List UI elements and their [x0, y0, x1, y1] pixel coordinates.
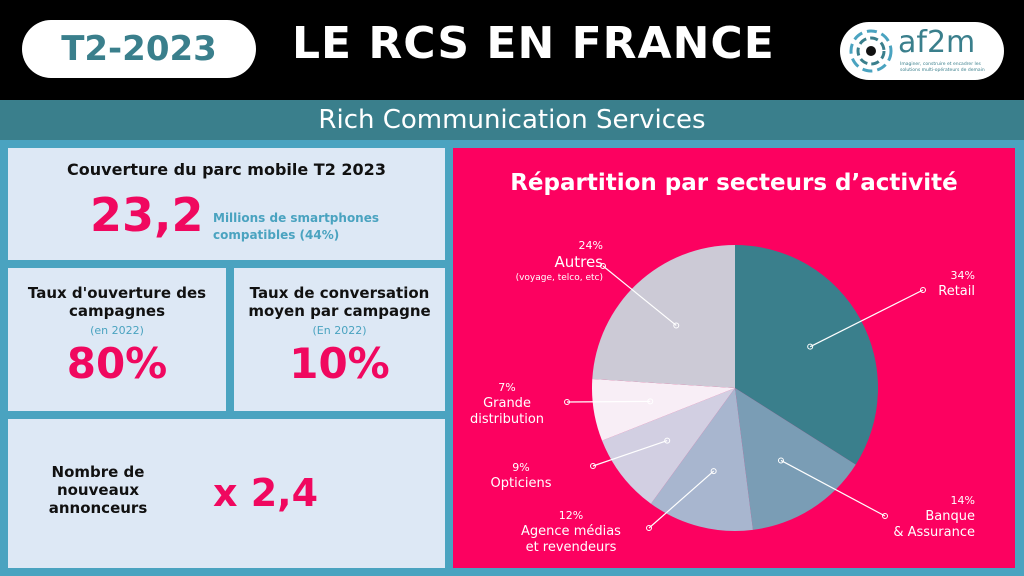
- leader-dot: [590, 463, 596, 469]
- advertisers-label: annonceurs: [48, 499, 148, 517]
- pie-slice-grande-distribution: [592, 379, 735, 441]
- coverage-caption: Millions de smartphones: [213, 211, 380, 225]
- pie-slice-banque-assurance: [735, 388, 856, 530]
- coverage-card: Couverture du parc mobile T2 2023 23,2 M…: [8, 148, 445, 260]
- pie-slice-retail: [735, 245, 878, 465]
- leader-dot: [920, 287, 926, 293]
- conversation-rate-title: moyen par campagne: [248, 302, 431, 320]
- page-title: LE RCS EN FRANCE: [292, 18, 775, 69]
- open-rate-title: Taux d'ouverture des: [27, 284, 207, 302]
- leader-dot: [564, 399, 570, 405]
- conversation-rate-card: Taux de conversation moyen par campagne …: [234, 268, 445, 411]
- conversation-rate-note: (En 2022): [312, 324, 367, 337]
- coverage-caption: compatibles (44%): [213, 228, 340, 242]
- advertisers-label: Nombre de: [51, 463, 145, 481]
- leader-dot: [807, 343, 814, 350]
- leader-dot: [646, 525, 652, 531]
- pie-slice-agence-m-dias-et-revendeurs: [650, 388, 753, 531]
- open-rate-note: (en 2022): [90, 324, 144, 337]
- label-retail: 34% Retail: [938, 269, 975, 299]
- leader-dot: [673, 322, 680, 329]
- leader-dot: [664, 437, 671, 444]
- chart-title: Répartition par secteurs d’activité: [510, 170, 958, 196]
- advertisers-card: Nombre de nouveaux annonceurs x 2,4: [8, 419, 445, 568]
- open-rate-card: Taux d'ouverture des campagnes (en 2022)…: [8, 268, 226, 411]
- advertisers-label: nouveaux: [56, 481, 140, 499]
- logo-tagline: Imaginer, construire et encadrer les sol…: [900, 62, 985, 73]
- leader-line: [602, 265, 677, 326]
- leader-dot: [777, 457, 784, 464]
- coverage-value: 23,2: [90, 188, 204, 242]
- period-badge: T2-2023: [22, 20, 256, 78]
- label-grande-distribution: 7% Grande distribution: [469, 381, 545, 427]
- leader-line: [592, 440, 668, 467]
- logo-text: af2m: [898, 25, 976, 60]
- leader-line: [780, 459, 886, 517]
- sector-chart-panel: Répartition par secteurs d’activité 34% R…: [453, 148, 1015, 568]
- pie-chart: [564, 245, 926, 531]
- label-opticiens: 9% Opticiens: [490, 461, 552, 491]
- label-autres: 24% Autres (voyage, telco, etc): [515, 239, 603, 283]
- conversation-rate-title: Taux de conversation: [249, 284, 430, 302]
- leader-dot: [600, 263, 606, 269]
- conversation-rate-value: 10%: [289, 339, 390, 388]
- leader-line: [566, 400, 651, 403]
- open-rate-value: 80%: [66, 339, 168, 388]
- label-banque: 14% Banque & Assurance: [893, 494, 975, 540]
- leader-dot: [882, 513, 888, 519]
- leader-line: [809, 289, 924, 348]
- pie-slice-opticiens: [602, 388, 735, 504]
- coverage-title: Couverture du parc mobile T2 2023: [67, 160, 386, 179]
- leader-dot: [710, 468, 717, 475]
- header-bar: T2-2023 LE RCS EN FRANCE af2m Imaginer, …: [0, 0, 1024, 100]
- signal-logo-icon: [849, 29, 893, 73]
- leader-line: [648, 470, 715, 529]
- subtitle-bar: Rich Communication Services: [0, 100, 1024, 140]
- advertisers-value: x 2,4: [213, 471, 319, 515]
- af2m-logo: af2m Imaginer, construire et encadrer le…: [840, 22, 1004, 80]
- leader-dot: [647, 398, 654, 405]
- label-agence: 12% Agence médias et revendeurs: [521, 509, 621, 555]
- open-rate-title: campagnes: [68, 302, 166, 320]
- pie-slice-autres: [592, 245, 735, 388]
